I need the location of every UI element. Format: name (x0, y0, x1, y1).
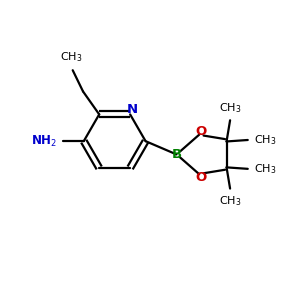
Text: B: B (171, 148, 182, 161)
Text: CH$_3$: CH$_3$ (254, 162, 277, 176)
Text: CH$_3$: CH$_3$ (254, 133, 277, 147)
Text: CH$_3$: CH$_3$ (60, 50, 82, 64)
Text: O: O (195, 171, 206, 184)
Text: CH$_3$: CH$_3$ (219, 194, 241, 208)
Text: NH$_2$: NH$_2$ (31, 134, 56, 149)
Text: CH$_3$: CH$_3$ (219, 101, 241, 115)
Text: O: O (195, 125, 206, 138)
Text: N: N (126, 103, 137, 116)
